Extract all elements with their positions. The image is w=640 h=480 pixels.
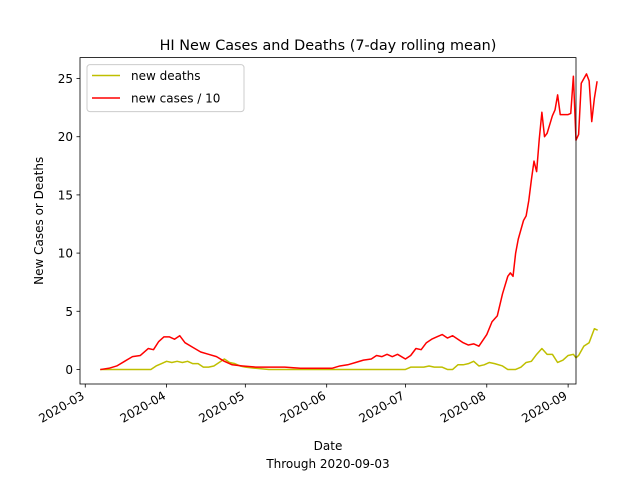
y-axis-label: New Cases or Deaths xyxy=(32,157,46,285)
x-tick-label: 2020-07 xyxy=(356,388,406,425)
plot-area xyxy=(100,73,598,371)
x-tick-label: 2020-03 xyxy=(36,388,86,425)
y-tick-label: 20 xyxy=(58,130,73,144)
series-line-new-deaths xyxy=(100,327,598,371)
y-tick-label: 25 xyxy=(58,72,73,86)
legend: new deaths new cases / 10 xyxy=(86,64,245,113)
x-tick-label: 2020-08 xyxy=(438,388,488,425)
y-tick-label: 15 xyxy=(58,188,73,202)
y-tick-label: 0 xyxy=(65,363,73,377)
plot-frame xyxy=(79,57,577,385)
y-axis: 0 5 10 15 20 25 xyxy=(58,72,80,377)
x-axis: 2020-03 2020-04 2020-05 2020-06 2020-07 2020-… xyxy=(36,384,570,426)
y-tick-label: 5 xyxy=(65,305,73,319)
legend-label-new-cases: new cases / 10 xyxy=(131,92,220,106)
x-tick-label: 2020-05 xyxy=(196,388,246,425)
x-axis-sublabel: Through 2020-09-03 xyxy=(265,457,389,471)
legend-box xyxy=(86,64,245,113)
x-tick-label: 2020-09 xyxy=(519,388,569,425)
series-line-new-cases xyxy=(100,73,598,371)
x-tick-label: 2020-06 xyxy=(278,388,328,425)
y-tick-label: 10 xyxy=(58,247,73,261)
legend-label-new-deaths: new deaths xyxy=(131,69,201,83)
x-axis-label: Date xyxy=(314,439,343,453)
x-tick-label: 2020-04 xyxy=(118,388,168,425)
chart-title: HI New Cases and Deaths (7-day rolling m… xyxy=(160,38,497,54)
